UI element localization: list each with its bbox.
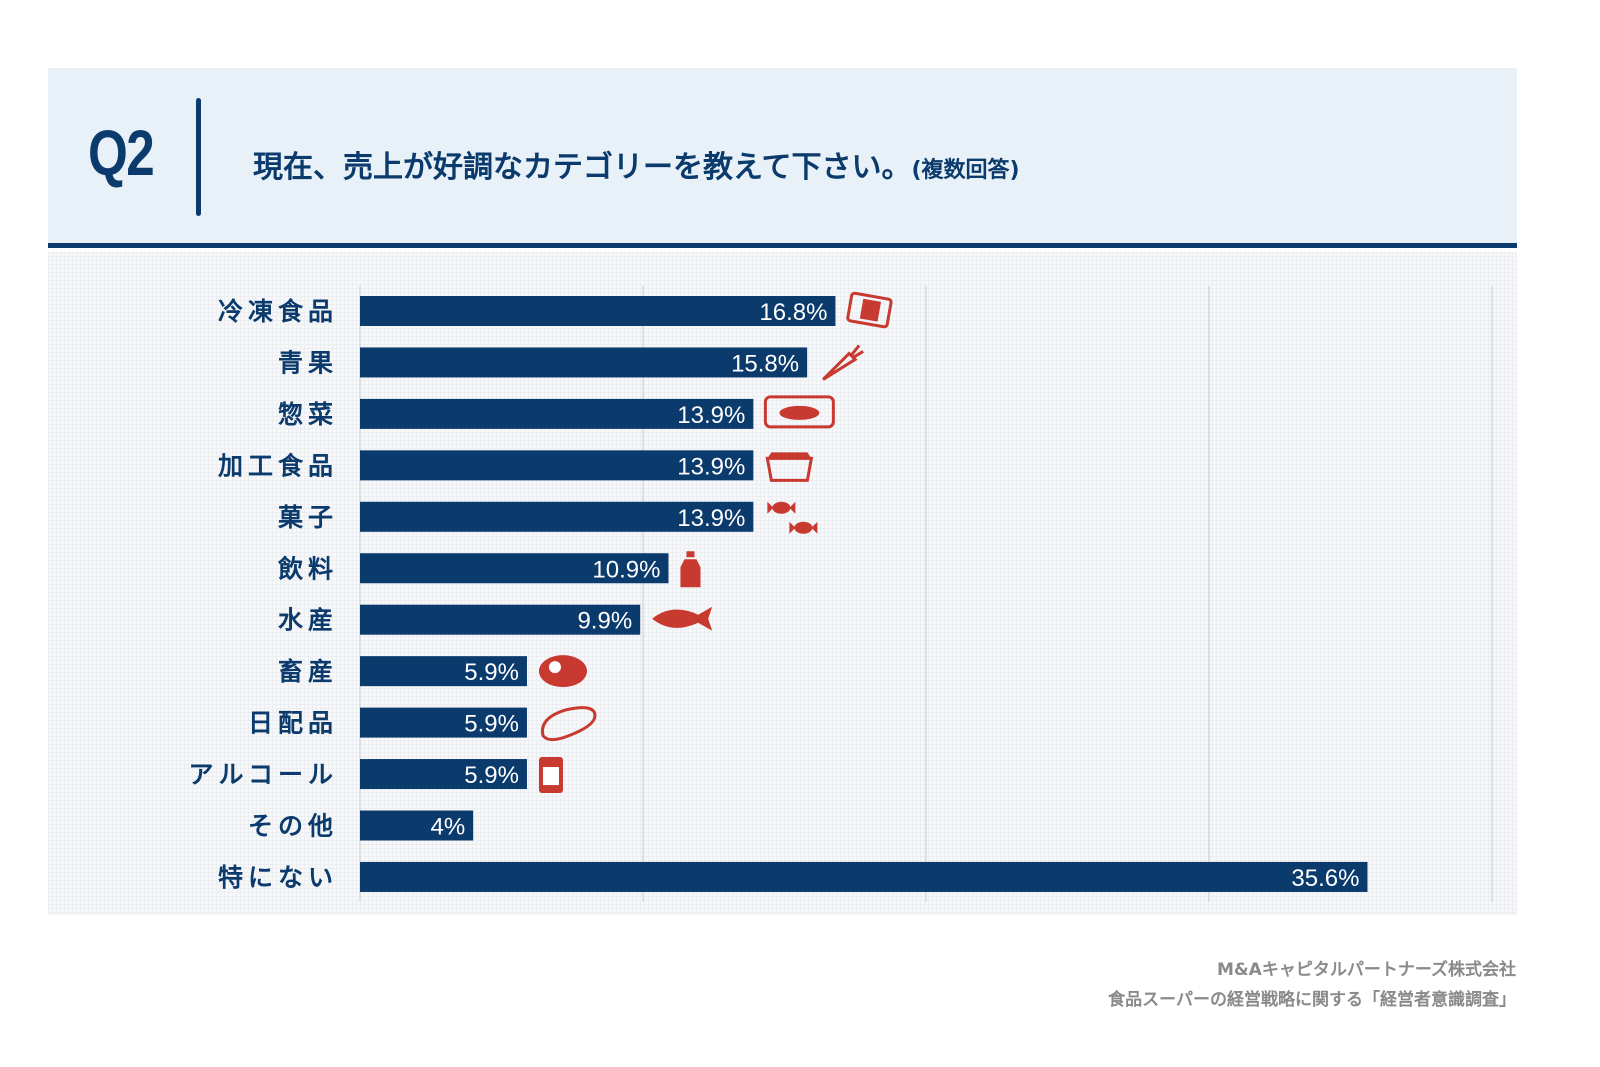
category-label: 菓子	[277, 503, 338, 532]
bar	[360, 810, 474, 841]
food-container-icon	[765, 452, 814, 482]
bar	[360, 347, 808, 378]
bar	[360, 398, 754, 429]
fish-icon	[652, 606, 713, 631]
question-header: Q2 現在、売上が好調なカテゴリーを教えて下さい。(複数回答)	[48, 68, 1517, 248]
question-note: (複数回答)	[911, 158, 1020, 183]
category-label: 日配品	[248, 709, 338, 738]
sushi-icon	[763, 395, 835, 429]
category-label: 加工食品	[217, 451, 338, 480]
category-label: 飲料	[277, 554, 338, 583]
data-label: 16.8%	[759, 299, 827, 326]
question-text: 現在、売上が好調なカテゴリーを教えて下さい。	[253, 150, 912, 185]
data-label: 35.6%	[1291, 865, 1359, 892]
data-label: 13.9%	[677, 505, 745, 532]
steak-icon	[538, 655, 587, 688]
bottle-icon	[680, 551, 701, 588]
data-label: 10.9%	[592, 556, 660, 583]
source-survey: 食品スーパーの経営戦略に関する「経営者意識調査」	[1108, 990, 1516, 1010]
category-label: その他	[248, 812, 338, 841]
data-label: 5.9%	[464, 711, 519, 738]
category-label: 冷凍食品	[218, 297, 338, 326]
frozen-food-bag-icon	[846, 291, 893, 329]
category-label: 水産	[278, 606, 338, 635]
candy-icon	[767, 501, 818, 534]
carrot-icon	[822, 344, 864, 381]
data-label: 13.9%	[677, 402, 745, 429]
question-title: 現在、売上が好調なカテゴリーを教えて下さい。(複数回答)	[253, 142, 1020, 186]
category-label: 畜産	[278, 657, 338, 686]
bar	[360, 501, 754, 532]
bar	[360, 553, 669, 584]
question-number: Q2	[88, 117, 155, 189]
header-divider	[196, 98, 201, 216]
source-company: M&Aキャピタルパートナーズ株式会社	[1216, 960, 1516, 980]
source-credit: M&Aキャピタルパートナーズ株式会社 食品スーパーの経営戦略に関する「経営者意識…	[1108, 955, 1516, 1015]
chart-area: 冷凍食品 16.8% 青果 15.8% 惣菜 13.9% 加工食品 13.9% 菓子 13.9% 飲…	[48, 252, 1517, 915]
bar	[360, 604, 641, 635]
bar-chart: 冷凍食品 16.8% 青果 15.8% 惣菜 13.9% 加工食品 13.9% 菓子 13.9% 飲…	[188, 286, 1493, 902]
data-label: 4%	[431, 814, 466, 841]
data-label: 5.9%	[464, 659, 519, 686]
category-label: 特にない	[218, 863, 338, 892]
bar	[360, 450, 754, 481]
bar	[360, 656, 527, 687]
data-label: 15.8%	[731, 350, 799, 377]
category-label: 惣菜	[278, 400, 338, 429]
category-label: アルコール	[188, 760, 338, 789]
bar	[360, 861, 1368, 892]
bread-icon	[540, 706, 597, 742]
bar	[360, 296, 836, 326]
data-label: 9.9%	[577, 608, 632, 635]
data-label: 13.9%	[677, 453, 745, 480]
data-label: 5.9%	[464, 762, 519, 789]
beer-can-icon	[538, 757, 563, 794]
bar	[360, 759, 527, 790]
category-label: 青果	[278, 348, 338, 377]
bar	[360, 707, 527, 738]
